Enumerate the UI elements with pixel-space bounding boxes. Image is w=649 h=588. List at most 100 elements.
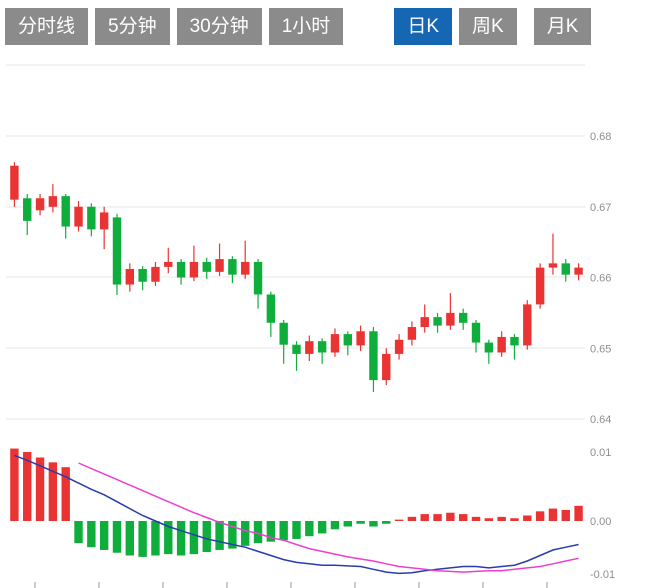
macd-bar [112, 521, 122, 553]
dea-line [78, 462, 579, 573]
macd-bar [356, 521, 365, 524]
macd-bar [394, 519, 404, 521]
macd-bar [548, 508, 558, 521]
candle-body [176, 261, 186, 278]
macd-bar [420, 514, 429, 521]
macd-bar [305, 521, 314, 537]
macd-bar [138, 521, 147, 557]
macd-bar [164, 521, 173, 555]
candle-body [253, 261, 263, 295]
tab-monthly-k[interactable]: 月K [533, 8, 592, 45]
macd-bar [292, 521, 301, 539]
macd-bar [561, 509, 570, 521]
candle-body [112, 217, 122, 285]
tab-30min[interactable]: 30分钟 [176, 8, 262, 45]
candle-body [99, 212, 109, 230]
macd-bar [253, 521, 263, 544]
candle-body [151, 266, 160, 282]
macd-bar [125, 521, 135, 556]
macd-bar [317, 521, 327, 534]
candle-body [330, 334, 340, 353]
candle-body [548, 263, 558, 268]
macd-bar [61, 467, 70, 521]
macd-bar [189, 521, 199, 555]
candle-body [266, 294, 276, 323]
tab-timeline[interactable]: 分时线 [5, 8, 89, 45]
candle-body [446, 312, 455, 326]
tab-daily-k[interactable]: 日K [394, 8, 452, 45]
macd-bar [446, 512, 455, 521]
candle-body [10, 165, 19, 200]
candle-body [458, 312, 468, 323]
indicator-axis-label: -0.01 [590, 569, 615, 581]
gridlines [6, 64, 585, 420]
macd-bar [343, 521, 352, 527]
candle-body [74, 206, 83, 227]
macd-bar [74, 521, 83, 544]
candle-body [317, 341, 327, 353]
price-axis-label: 0.66 [590, 273, 611, 285]
macd-bar [151, 521, 160, 556]
macd-bar [99, 521, 109, 550]
macd-bar [433, 514, 442, 521]
candle-body [574, 267, 583, 275]
tab-5min[interactable]: 5分钟 [95, 8, 170, 45]
candle-body [228, 259, 237, 275]
y-axis-labels: 0.68 0.67 0.66 0.65 0.64 0.01 0.00 -0.01 [590, 131, 615, 581]
indicator-axis-label: 0.01 [590, 447, 611, 459]
candle-body [215, 259, 224, 272]
macd-bar [241, 521, 250, 546]
x-axis-ticks [34, 582, 548, 588]
candle-body [510, 336, 519, 346]
candle-body [23, 198, 32, 221]
macd-bar [330, 521, 340, 530]
candle-body [138, 269, 147, 282]
candle-body [164, 261, 173, 267]
macd-bar [382, 521, 391, 524]
macd-bar [35, 457, 45, 521]
interval-tabbar: 分时线 5分钟 30分钟 1小时 日K 周K 月K [5, 8, 592, 45]
candle-body [35, 198, 45, 211]
macd-bar [176, 521, 186, 556]
macd-bar [23, 452, 32, 521]
candle-body [125, 269, 135, 285]
candle-body [343, 334, 352, 346]
candle-body [433, 317, 442, 326]
macd-bar [279, 521, 288, 541]
macd-bar [471, 516, 481, 521]
candle-body [87, 206, 96, 230]
macd-bar [369, 521, 378, 527]
candle-body [48, 196, 58, 207]
macd-bar [407, 516, 417, 521]
macd-bar [523, 515, 532, 521]
candle-body [241, 261, 250, 275]
candle-body [471, 322, 481, 343]
candle-body [561, 263, 570, 275]
candle-body [202, 261, 211, 272]
macd-bar [266, 521, 276, 542]
indicator-axis-label: 0.00 [590, 516, 611, 528]
candle-body [356, 331, 365, 346]
macd-bar [48, 462, 58, 521]
price-axis-label: 0.65 [590, 343, 611, 355]
price-axis-label: 0.68 [590, 131, 611, 143]
candle-body [279, 322, 288, 345]
macd-bar [87, 521, 96, 548]
candle-body [420, 317, 429, 328]
tab-weekly-k[interactable]: 周K [459, 8, 517, 45]
macd-bar [535, 511, 545, 521]
macd-bar [497, 516, 506, 521]
candle-body [523, 304, 532, 346]
candle-body [305, 341, 314, 354]
candle-body [407, 327, 417, 340]
candle-body [292, 344, 301, 354]
candle-body [394, 339, 404, 354]
candle-body [497, 336, 506, 353]
candle-body [535, 267, 545, 305]
macd-bar [458, 514, 468, 521]
macd-bar [228, 521, 237, 549]
macd-bar [202, 521, 211, 553]
tab-1hour[interactable]: 1小时 [268, 8, 344, 45]
price-axis-label: 0.67 [590, 202, 611, 214]
